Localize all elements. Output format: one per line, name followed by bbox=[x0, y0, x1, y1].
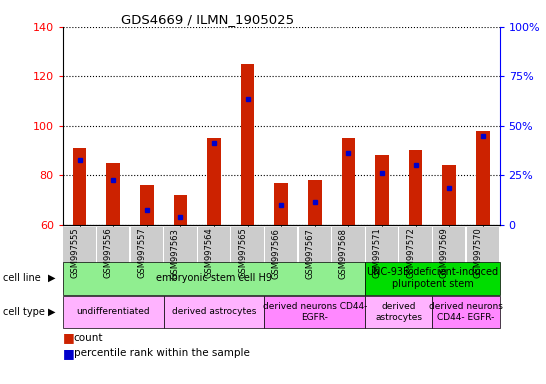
Bar bbox=[409, 151, 422, 225]
Bar bbox=[476, 131, 490, 225]
Text: derived neurons CD44-
EGFR-: derived neurons CD44- EGFR- bbox=[263, 302, 367, 322]
Text: UNC-93B-deficient-induced
pluripotent stem: UNC-93B-deficient-induced pluripotent st… bbox=[366, 267, 498, 289]
Text: GSM997565: GSM997565 bbox=[238, 228, 247, 278]
Text: derived neurons
CD44- EGFR-: derived neurons CD44- EGFR- bbox=[429, 302, 503, 322]
Bar bbox=[241, 64, 254, 225]
Text: GSM997572: GSM997572 bbox=[406, 228, 415, 278]
Text: GSM997569: GSM997569 bbox=[440, 228, 449, 278]
Text: ▶: ▶ bbox=[48, 307, 56, 317]
Bar bbox=[140, 185, 153, 225]
Bar bbox=[207, 138, 221, 225]
Bar bbox=[342, 138, 355, 225]
Text: GSM997568: GSM997568 bbox=[339, 228, 348, 278]
Text: cell line: cell line bbox=[3, 273, 40, 283]
Text: ■: ■ bbox=[63, 347, 75, 360]
Bar bbox=[308, 180, 322, 225]
Text: GSM997567: GSM997567 bbox=[305, 228, 314, 278]
Text: percentile rank within the sample: percentile rank within the sample bbox=[74, 348, 250, 358]
Text: GSM997566: GSM997566 bbox=[272, 228, 281, 278]
Text: GSM997564: GSM997564 bbox=[204, 228, 213, 278]
Bar bbox=[73, 148, 86, 225]
Text: GDS4669 / ILMN_1905025: GDS4669 / ILMN_1905025 bbox=[121, 13, 294, 26]
Text: embryonic stem cell H9: embryonic stem cell H9 bbox=[156, 273, 272, 283]
Text: GSM997571: GSM997571 bbox=[372, 228, 382, 278]
Bar bbox=[106, 163, 120, 225]
Text: derived astrocytes: derived astrocytes bbox=[172, 308, 256, 316]
Text: GSM997557: GSM997557 bbox=[137, 228, 146, 278]
Bar bbox=[375, 156, 389, 225]
Text: derived
astrocytes: derived astrocytes bbox=[375, 302, 422, 322]
Text: GSM997563: GSM997563 bbox=[171, 228, 180, 278]
Bar bbox=[275, 183, 288, 225]
Bar bbox=[174, 195, 187, 225]
Text: GSM997570: GSM997570 bbox=[473, 228, 482, 278]
Text: undifferentiated: undifferentiated bbox=[76, 308, 150, 316]
Text: ■: ■ bbox=[63, 331, 75, 344]
Text: GSM997556: GSM997556 bbox=[104, 228, 112, 278]
Text: ▶: ▶ bbox=[48, 273, 56, 283]
Text: cell type: cell type bbox=[3, 307, 45, 317]
Text: count: count bbox=[74, 333, 103, 343]
Bar bbox=[442, 166, 456, 225]
Text: GSM997555: GSM997555 bbox=[70, 228, 79, 278]
